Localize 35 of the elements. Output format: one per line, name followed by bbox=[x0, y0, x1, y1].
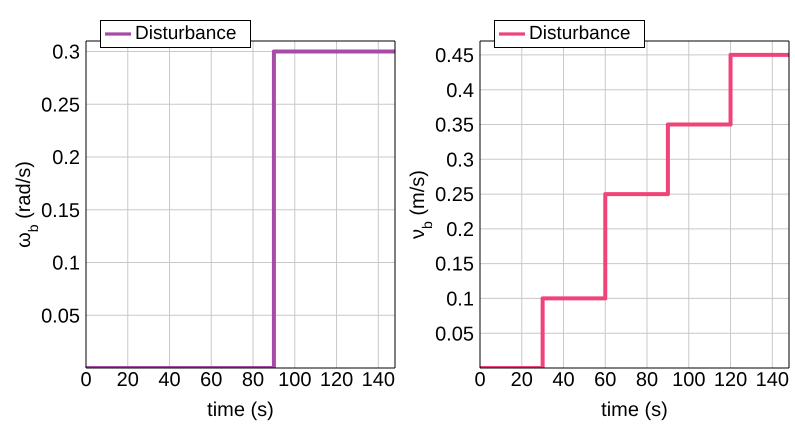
x-tick-label: 60 bbox=[594, 369, 616, 392]
x-tick-label: 0 bbox=[474, 369, 486, 392]
y-tick-label: 0.35 bbox=[435, 114, 474, 137]
x-tick-label: 140 bbox=[362, 369, 395, 392]
x-tick-label: 120 bbox=[320, 369, 354, 392]
y-tick-label: 0.45 bbox=[435, 45, 474, 68]
x-tick-label: 60 bbox=[200, 369, 222, 392]
x-tick-label: 0 bbox=[80, 369, 92, 392]
y-tick-label: 0.4 bbox=[446, 80, 474, 102]
x-tick-label: 20 bbox=[116, 369, 139, 392]
x-axis-title: time (s) bbox=[207, 399, 274, 421]
x-tick-label: 120 bbox=[714, 369, 748, 392]
legend-label: Disturbance bbox=[529, 23, 630, 44]
y-tick-label: 0.15 bbox=[41, 200, 80, 222]
x-tick-label: 100 bbox=[672, 369, 706, 392]
x-tick-label: 80 bbox=[242, 369, 264, 392]
y-tick-label: 0.3 bbox=[446, 149, 474, 172]
y-tick-label: 0.15 bbox=[435, 254, 474, 276]
x-tick-label: 20 bbox=[510, 369, 533, 392]
y-tick-label: 0.1 bbox=[52, 252, 80, 275]
x-tick-label: 80 bbox=[636, 369, 658, 392]
x-tick-label: 100 bbox=[278, 369, 312, 392]
y-tick-label: 0.2 bbox=[52, 147, 80, 170]
y-tick-label: 0.1 bbox=[446, 288, 474, 311]
y-tick-label: 0.3 bbox=[52, 42, 80, 64]
y-tick-label: 0.2 bbox=[446, 218, 474, 241]
x-tick-label: 140 bbox=[756, 369, 789, 392]
y-tick-label: 0.25 bbox=[41, 94, 80, 116]
y-tick-label: 0.25 bbox=[435, 184, 474, 206]
y-tick-label: 0.05 bbox=[435, 323, 474, 346]
x-tick-label: 40 bbox=[552, 369, 575, 392]
y-tick-label: 0.05 bbox=[41, 305, 80, 328]
legend-label: Disturbance bbox=[135, 23, 236, 44]
x-axis-title: time (s) bbox=[601, 399, 668, 421]
x-tick-label: 40 bbox=[158, 369, 181, 392]
